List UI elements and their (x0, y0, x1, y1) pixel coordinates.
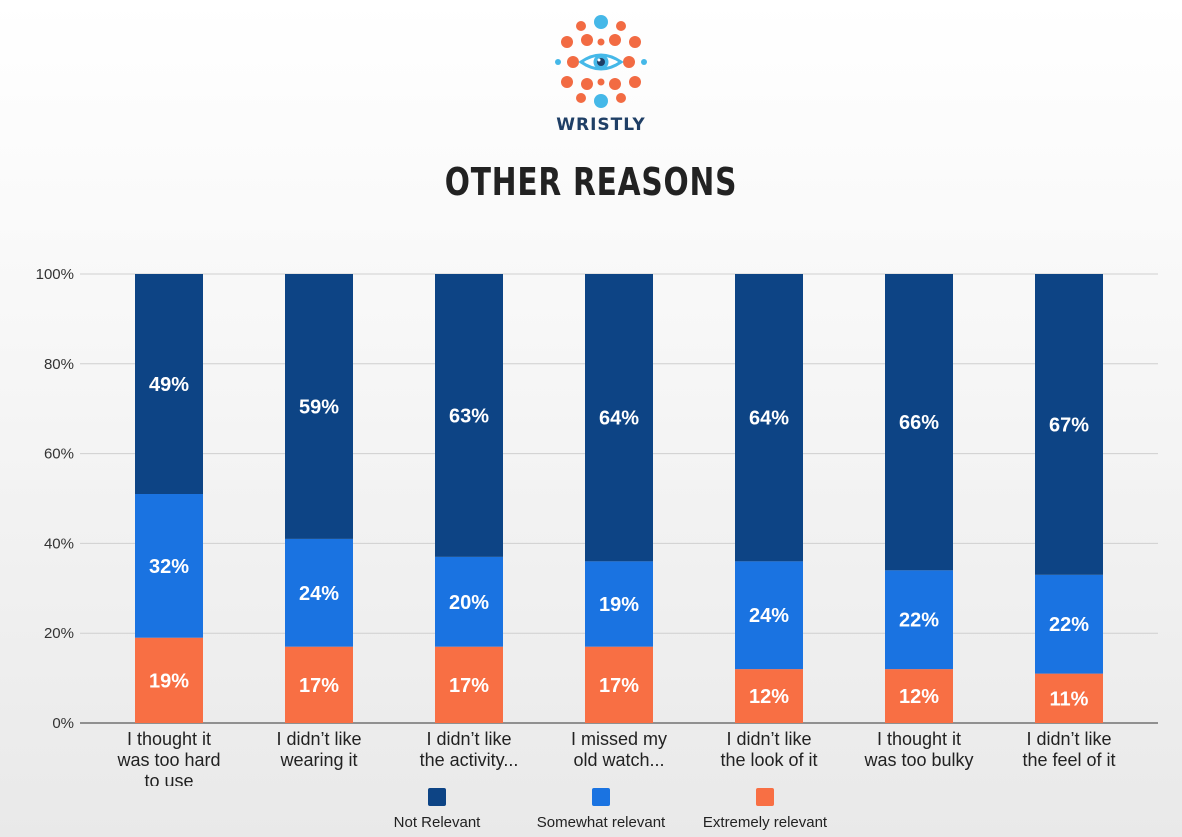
legend-swatch (592, 788, 610, 806)
x-tick-label: I missed my (571, 729, 667, 749)
data-label: 22% (1049, 614, 1089, 636)
x-tick-label: the activity... (420, 750, 519, 770)
brand-name: WRISTLY (556, 115, 646, 134)
legend-label: Extremely relevant (702, 814, 828, 831)
bar-segment (285, 274, 353, 539)
data-label: 24% (749, 605, 789, 627)
data-label: 66% (899, 412, 939, 434)
logo-dots (555, 15, 647, 108)
y-tick-label: 60% (44, 446, 74, 463)
x-tick-label: I didn’t like (1026, 729, 1111, 749)
data-label: 19% (149, 670, 189, 692)
bar-segment (135, 274, 203, 495)
bar-segment (585, 646, 653, 723)
x-tick-label: was too bulky (863, 750, 973, 770)
data-label: 12% (749, 686, 789, 708)
x-tick-label: old watch... (573, 750, 664, 770)
bar-segment (885, 570, 953, 670)
data-label: 49% (149, 374, 189, 396)
bar-segment (435, 556, 503, 647)
data-label: 67% (1049, 414, 1089, 436)
bar-segment (585, 561, 653, 647)
bar-segment (735, 669, 803, 723)
bar-segment (435, 274, 503, 557)
x-tick-label: I didn’t like (726, 729, 811, 749)
legend-item: Not Relevant (347, 786, 527, 831)
bar-segment (1035, 574, 1103, 674)
bar-segment (735, 561, 803, 670)
x-tick-label: the feel of it (1022, 750, 1115, 770)
data-label: 12% (899, 686, 939, 708)
data-label: 64% (599, 408, 639, 430)
data-label: 19% (599, 594, 639, 616)
bar-segment (885, 274, 953, 571)
bar-segment (135, 494, 203, 638)
x-tick-label: the look of it (720, 750, 817, 770)
bar-segment (435, 646, 503, 723)
bar-segment (1035, 673, 1103, 723)
eye-icon (578, 53, 624, 71)
x-tick-label: to use (144, 771, 193, 786)
x-tick-label: I thought it (877, 729, 961, 749)
data-label: 64% (749, 408, 789, 430)
x-tick-label: was too hard (116, 750, 220, 770)
bar-segment (735, 274, 803, 562)
chart-title: OTHER REASONS (444, 160, 738, 204)
x-tick-label: I didn’t like (276, 729, 361, 749)
chart-legend: Not Relevant Somewhat relevant Extremely r… (0, 786, 1182, 834)
data-label: 20% (449, 592, 489, 614)
data-label: 63% (449, 405, 489, 427)
legend-swatch (756, 788, 774, 806)
legend-item: Somewhat relevant (511, 786, 691, 831)
bar-segment (885, 669, 953, 723)
data-label: 17% (449, 675, 489, 697)
y-tick-label: 20% (44, 625, 74, 642)
legend-item: Extremely relevant (675, 786, 855, 831)
wristly-logo: WRISTLY (555, 15, 647, 134)
data-label: 32% (149, 556, 189, 578)
stacked-bar-chart: 0%20%40%60%80%100%19%32%49%I thought itw… (36, 266, 1158, 786)
legend-label: Not Relevant (393, 814, 481, 831)
data-label: 11% (1050, 688, 1089, 710)
bar-segment (135, 637, 203, 723)
legend-swatch (428, 788, 446, 806)
bar-segment (285, 646, 353, 723)
bar-segment (585, 274, 653, 562)
bar-segment (1035, 274, 1103, 575)
data-label: 17% (299, 675, 339, 697)
y-tick-label: 40% (44, 535, 74, 552)
data-label: 59% (299, 396, 339, 418)
x-tick-label: I thought it (127, 729, 211, 749)
x-tick-label: I didn’t like (426, 729, 511, 749)
data-label: 22% (899, 610, 939, 632)
bar-segment (285, 538, 353, 647)
y-tick-label: 0% (52, 715, 74, 732)
data-label: 17% (599, 675, 639, 697)
data-label: 24% (299, 583, 339, 605)
y-tick-label: 80% (44, 356, 74, 373)
x-tick-label: wearing it (279, 750, 357, 770)
legend-label: Somewhat relevant (536, 814, 666, 831)
y-tick-label: 100% (36, 266, 74, 283)
